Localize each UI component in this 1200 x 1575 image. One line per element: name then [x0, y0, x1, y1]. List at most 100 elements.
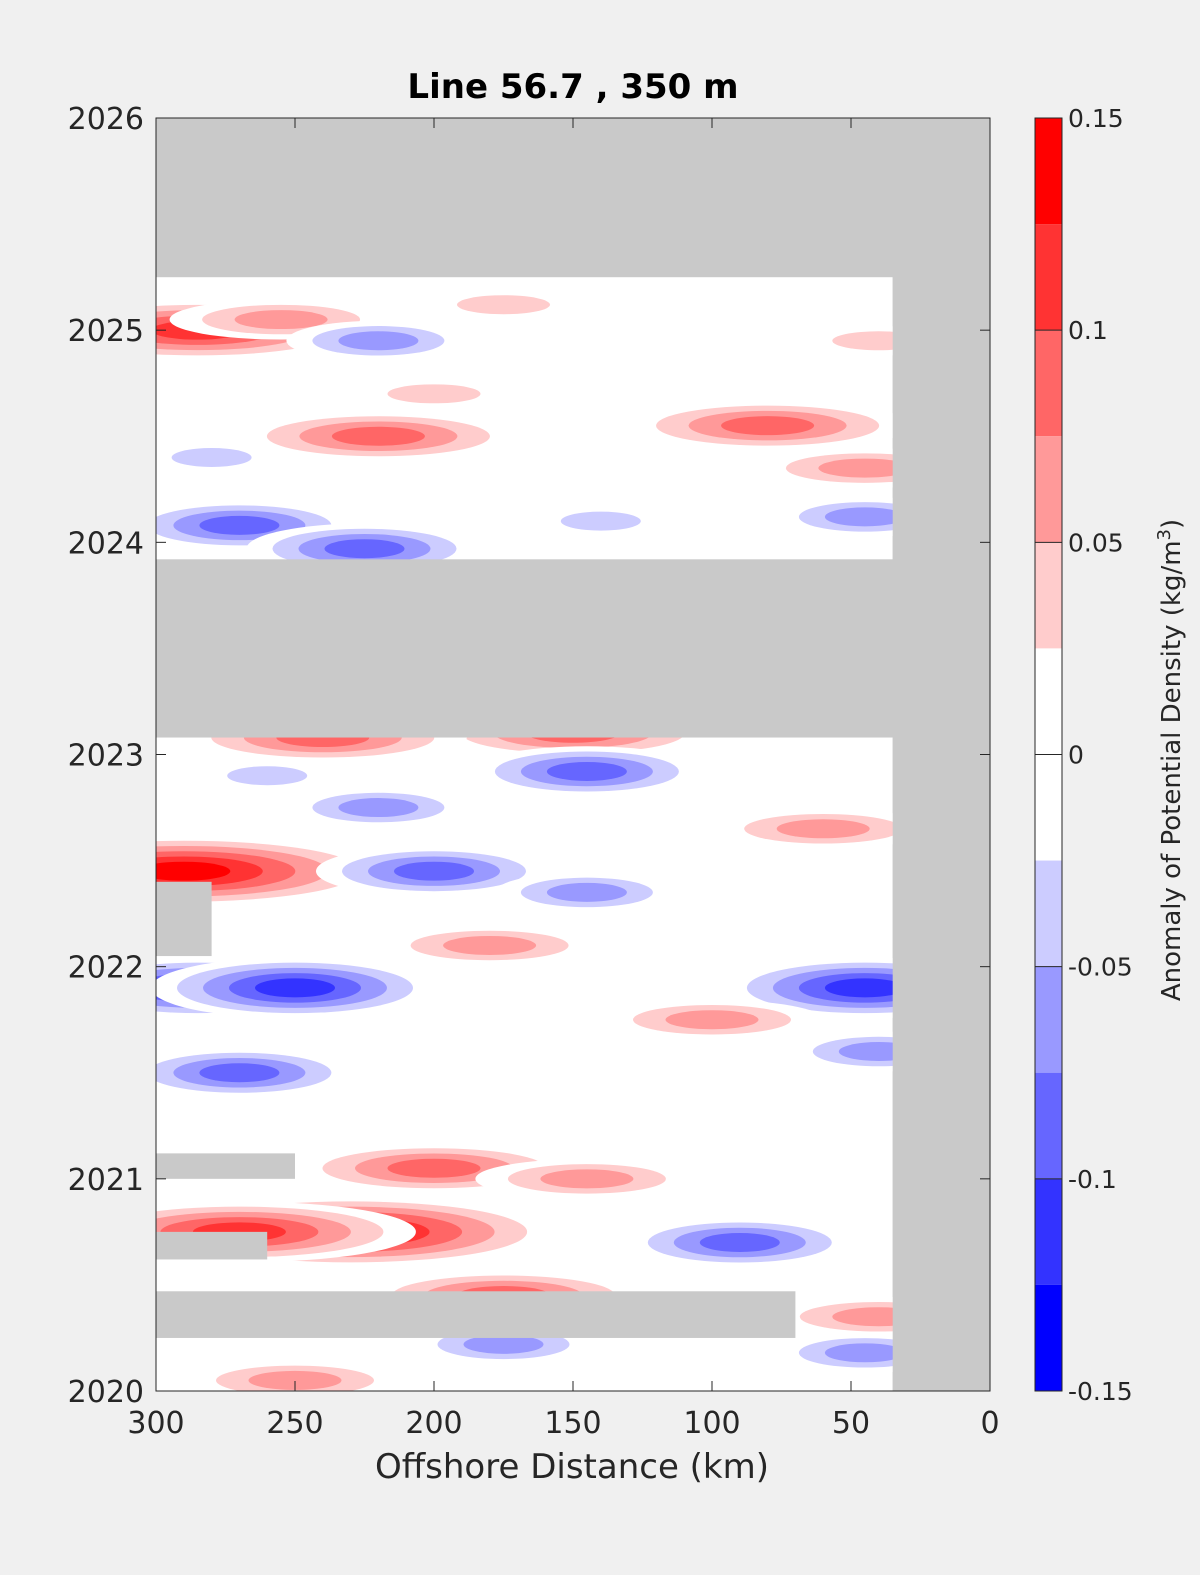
colorbar-segment — [1035, 224, 1062, 331]
anomaly-feature — [378, 925, 602, 966]
anomaly-contour-band — [227, 766, 308, 786]
colorbar-segment — [1035, 330, 1062, 437]
anomaly-contour-band — [156, 861, 231, 881]
colorbar-tick-label: 0.1 — [1068, 316, 1108, 345]
anomaly-contour-band — [824, 507, 905, 527]
x-tick-label: 200 — [405, 1406, 462, 1441]
colorbar-label-superscript: 3 — [1154, 529, 1175, 540]
colorbar-segment — [1035, 542, 1062, 649]
anomaly-feature — [156, 1047, 358, 1098]
colorbar-tick-label: -0.05 — [1068, 953, 1133, 982]
anomaly-contour-band — [338, 331, 419, 351]
x-tick-label: 0 — [980, 1406, 999, 1441]
anomaly-contour-band — [721, 416, 815, 436]
anomaly-contour-band — [394, 861, 474, 881]
anomaly-contour-band — [457, 295, 550, 315]
anomaly-feature — [201, 760, 334, 791]
anomaly-contour-band — [776, 819, 870, 839]
colorbar-label-suffix: ) — [1157, 519, 1187, 529]
y-tick-label: 2026 — [68, 102, 144, 137]
anomaly-contour-band — [331, 426, 425, 446]
x-tick-label: 150 — [544, 1406, 601, 1441]
anomaly-feature — [286, 320, 471, 361]
anomaly-contour-band — [387, 384, 481, 404]
anomaly-feature — [183, 1360, 407, 1391]
y-tick-label: 2024 — [68, 526, 144, 561]
no-data-band — [156, 1291, 796, 1338]
no-data-band — [156, 559, 990, 738]
colorbar-segment — [1035, 860, 1062, 967]
anomaly-contour-band — [171, 447, 252, 467]
anomaly-feature — [355, 379, 513, 409]
anomaly-contour-band — [818, 458, 912, 478]
colorbar-segment — [1035, 648, 1062, 755]
anomaly-contour-band — [338, 798, 419, 818]
no-data-band — [156, 1153, 295, 1179]
anomaly-contour-band — [199, 515, 280, 535]
anomaly-feature — [156, 442, 278, 473]
no-data-band — [156, 1231, 268, 1260]
no-data-gaps — [156, 118, 990, 1391]
y-tick-label: 2022 — [68, 951, 144, 986]
colorbar-label-text: Anomaly of Potential Density (kg/m — [1157, 540, 1187, 1001]
colorbar: 0.15 0.1 0.05 0 -0.05 -0.1 -0.15 — [1034, 104, 1133, 1406]
anomaly-contour-band — [560, 511, 641, 531]
y-tick-label: 2021 — [68, 1163, 144, 1198]
anomaly-contour-band — [463, 1334, 544, 1354]
plot-area — [156, 118, 990, 1391]
x-tick-label: 250 — [266, 1406, 323, 1441]
x-tick-label: 50 — [832, 1406, 870, 1441]
anomaly-contour-band — [199, 1063, 280, 1083]
anomaly-feature — [156, 957, 439, 1019]
anomaly-contour-band — [324, 539, 405, 559]
anomaly-feature — [623, 400, 912, 451]
nearshore-no-data — [892, 118, 990, 1391]
colorbar-tick-label: -0.15 — [1068, 1377, 1133, 1406]
anomaly-feature — [711, 808, 935, 849]
colorbar-label: Anomaly of Potential Density (kg/m3) — [1154, 519, 1187, 1001]
y-tick-label: 2025 — [68, 314, 144, 349]
anomaly-feature — [494, 872, 679, 913]
y-tick-label: 2020 — [68, 1375, 144, 1410]
anomaly-contour-band — [443, 935, 537, 955]
anomaly-feature — [316, 845, 552, 897]
chart-title: Line 56.7 , 350 m — [407, 67, 738, 107]
colorbar-segment — [1035, 118, 1062, 225]
colorbar-segment — [1035, 754, 1062, 861]
anomaly-contour-band — [546, 761, 627, 781]
axis-ticks: 300 250 200 150 100 50 0 2026 2025 2024 2023 2022 20… — [68, 102, 1000, 1441]
x-axis-label: Offshore Distance (km) — [375, 1447, 769, 1487]
anomaly-feature — [621, 1217, 858, 1268]
anomaly-feature — [468, 746, 705, 797]
anomaly-contour-band — [824, 1343, 905, 1363]
anomaly-contour-band — [665, 1010, 759, 1030]
anomaly-feature — [600, 999, 824, 1040]
x-tick-label: 100 — [683, 1406, 740, 1441]
anomaly-feature — [156, 835, 393, 907]
anomaly-contour-band — [248, 1370, 342, 1390]
anomaly-contour-band — [255, 978, 335, 998]
y-tick-label: 2023 — [68, 739, 144, 774]
colorbar-tick-label: 0.05 — [1068, 528, 1124, 557]
anomaly-feature — [534, 506, 667, 536]
anomaly-contour-band — [387, 1158, 481, 1178]
anomaly-contour-band — [824, 978, 905, 998]
colorbar-tick-label: 0 — [1068, 741, 1084, 770]
no-data-band — [156, 881, 212, 957]
x-tick-label: 300 — [127, 1406, 184, 1441]
anomaly-contour-band — [546, 882, 627, 902]
no-data-band — [156, 118, 990, 278]
colorbar-segment — [1035, 1284, 1062, 1391]
colorbar-segment — [1035, 1072, 1062, 1179]
anomaly-feature — [475, 1158, 699, 1199]
colorbar-segment — [1035, 436, 1062, 543]
anomaly-contour-band — [699, 1232, 780, 1252]
colorbar-segment — [1035, 1178, 1062, 1285]
colorbar-segment — [1035, 966, 1062, 1073]
anomaly-feature — [234, 411, 523, 462]
colorbar-tick-label: 0.15 — [1068, 104, 1124, 133]
colorbar-tick-label: -0.1 — [1068, 1165, 1117, 1194]
anomaly-feature — [286, 787, 471, 828]
anomaly-contour-band — [540, 1169, 634, 1189]
